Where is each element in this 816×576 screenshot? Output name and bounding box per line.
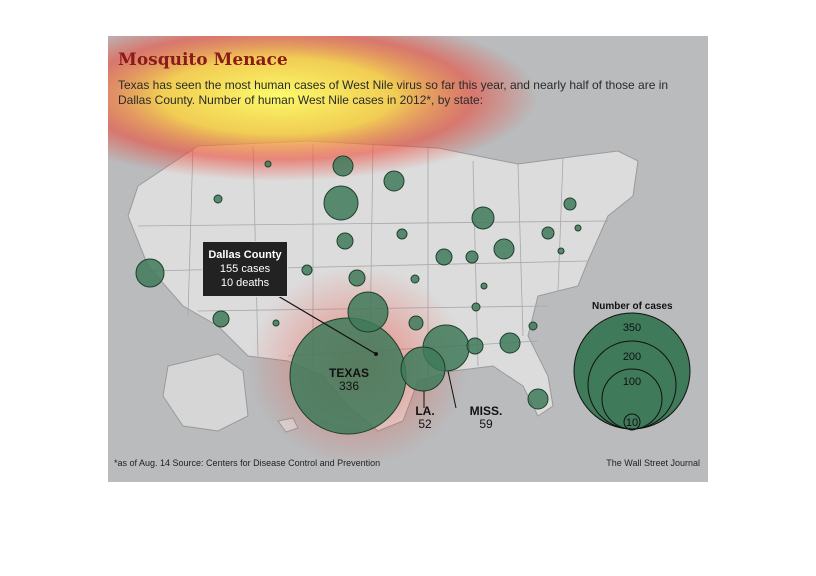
bubble-alabama	[466, 337, 484, 355]
bubble-california	[135, 258, 165, 288]
bubble-pennsylvania	[541, 226, 555, 240]
louisiana-value: 52	[418, 417, 432, 431]
bubble-minnesota	[383, 170, 405, 192]
mississippi-name: MISS.	[469, 404, 503, 418]
bubble-south-dakota	[323, 185, 359, 221]
bubble-iowa	[396, 228, 408, 240]
bubble-idaho	[213, 194, 223, 204]
bubble-florida	[527, 388, 549, 410]
heat-overlay	[108, 36, 538, 181]
size-legend	[573, 312, 691, 431]
bubble-new-mexico	[272, 319, 280, 327]
dallas-callout: Dallas County 155 cases 10 deaths	[202, 241, 288, 297]
legend-value-200: 200	[622, 351, 642, 363]
bubble-nebraska	[336, 232, 354, 250]
legend-circle-10	[623, 413, 641, 431]
bubble-georgia	[499, 332, 521, 354]
bubble-louisiana	[400, 346, 446, 392]
bubble-nj	[557, 247, 565, 255]
mississippi-value: 59	[479, 417, 493, 431]
bubble-north-dakota	[332, 155, 354, 177]
bubble-kentucky	[480, 282, 488, 290]
louisiana-label: LA. 52	[408, 405, 442, 431]
legend-value-350: 350	[622, 322, 642, 334]
texas-name: TEXAS	[328, 366, 369, 380]
callout-heading: Dallas County	[208, 249, 282, 261]
source-footnote: *as of Aug. 14 Source: Centers for Disea…	[114, 458, 381, 468]
alaska	[162, 353, 249, 432]
bubble-illinois	[435, 248, 453, 266]
bubble-michigan	[471, 206, 495, 230]
bubble-arkansas	[408, 315, 424, 331]
texas-label: TEXAS 336	[324, 367, 374, 393]
bubble-sc	[528, 321, 538, 331]
callout-pointer	[277, 295, 377, 355]
mississippi-label: MISS. 59	[464, 405, 508, 431]
case-bubbles	[135, 155, 582, 435]
map-canvas	[108, 36, 691, 466]
bubble-colorado	[301, 264, 313, 276]
bubble-missouri	[410, 274, 420, 284]
chart-title: Mosquito Menace	[118, 50, 288, 70]
legend-circle-100	[601, 368, 663, 430]
bubble-indiana	[465, 250, 479, 264]
texas-value: 336	[338, 379, 360, 393]
legend-value-10: 10	[625, 417, 639, 429]
bubble-montana	[264, 160, 272, 168]
legend-value-100: 100	[622, 376, 642, 388]
publisher-credit: The Wall Street Journal	[606, 458, 700, 468]
bubble-new-york	[563, 197, 577, 211]
bubble-kansas	[348, 269, 366, 287]
miss-leader	[447, 370, 457, 409]
bubble-tennessee	[471, 302, 481, 312]
chart-subtitle: Texas has seen the most human cases of W…	[118, 78, 669, 107]
callout-cases: 155 cases	[219, 263, 271, 275]
callout-deaths: 10 deaths	[220, 277, 270, 289]
dallas-marker	[374, 352, 378, 356]
bubble-ohio	[493, 238, 515, 260]
bubble-oklahoma	[347, 291, 389, 333]
map-figure: Mosquito Menace Texas has seen the most …	[108, 36, 708, 482]
bubble-arizona	[212, 310, 230, 328]
louisiana-name: LA.	[415, 404, 435, 418]
bubble-ct	[574, 224, 582, 232]
legend-title: Number of cases	[592, 301, 673, 312]
